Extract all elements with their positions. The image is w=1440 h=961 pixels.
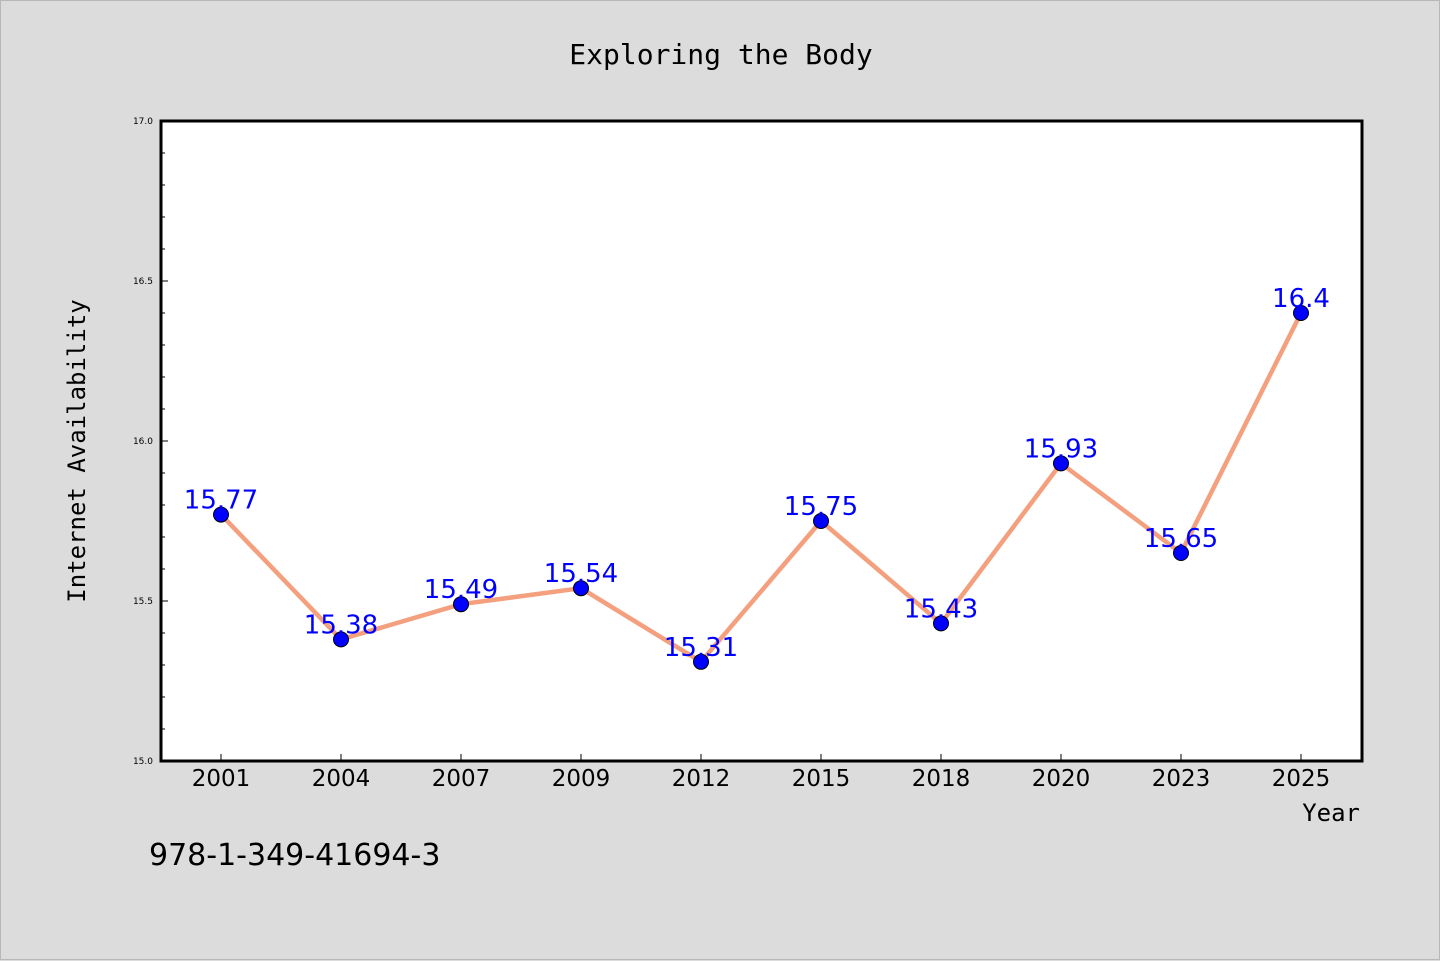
data-label: 15.77 xyxy=(184,486,258,516)
series-layer: 15.77 15.38 15.49 15.54 15.31 15.75 15.43 15.93… xyxy=(184,284,1330,670)
x-tick-label: 2007 xyxy=(432,766,491,792)
data-point xyxy=(1293,305,1309,321)
data-label: 15.31 xyxy=(664,633,738,663)
data-label: 15.75 xyxy=(784,492,858,522)
data-label: 15.38 xyxy=(304,610,378,640)
data-point xyxy=(813,513,829,529)
y-axis-label: Internet Availability xyxy=(63,299,91,602)
data-label: 16.4 xyxy=(1272,284,1330,314)
x-axis: 2001 2004 2007 2009 2012 2015 2018 2020 2023 2025 xyxy=(192,754,1331,792)
x-tick-label: 2004 xyxy=(312,766,371,792)
x-tick-label: 2001 xyxy=(192,766,251,792)
isbn-caption: 978-1-349-41694-3 xyxy=(149,838,440,873)
x-tick-label: 2009 xyxy=(552,766,611,792)
y-axis: 15.0 15.5 16.0 16.5 17.0 xyxy=(133,117,168,767)
data-point xyxy=(453,596,469,613)
y-tick-label: 16.0 xyxy=(133,437,153,447)
data-label: 15.93 xyxy=(1024,434,1098,464)
data-point xyxy=(933,615,949,632)
x-tick-label: 2015 xyxy=(792,766,851,792)
series-line xyxy=(219,311,1304,665)
x-tick-label: 2012 xyxy=(672,766,731,792)
data-point xyxy=(1173,545,1189,561)
y-tick-label: 17.0 xyxy=(133,117,153,127)
x-tick-label: 2023 xyxy=(1152,766,1211,792)
data-label: 15.43 xyxy=(904,594,978,624)
data-point xyxy=(213,506,229,523)
data-point xyxy=(1053,455,1069,472)
x-tick-label: 2025 xyxy=(1272,766,1331,792)
x-axis-label: Year xyxy=(1302,799,1360,827)
chart-title: Exploring the Body xyxy=(569,38,872,71)
data-label: 15.54 xyxy=(544,559,618,589)
y-tick-label: 16.5 xyxy=(133,277,153,287)
data-point xyxy=(333,631,349,648)
x-tick-label: 2020 xyxy=(1032,766,1091,792)
y-tick-label: 15.5 xyxy=(133,597,153,607)
x-tick-label: 2018 xyxy=(912,766,971,792)
data-point xyxy=(573,580,589,597)
data-label: 15.65 xyxy=(1144,524,1218,554)
y-tick-label: 15.0 xyxy=(133,757,153,767)
plot-area xyxy=(159,119,1364,763)
data-label: 15.49 xyxy=(424,575,498,605)
data-point xyxy=(693,653,709,670)
